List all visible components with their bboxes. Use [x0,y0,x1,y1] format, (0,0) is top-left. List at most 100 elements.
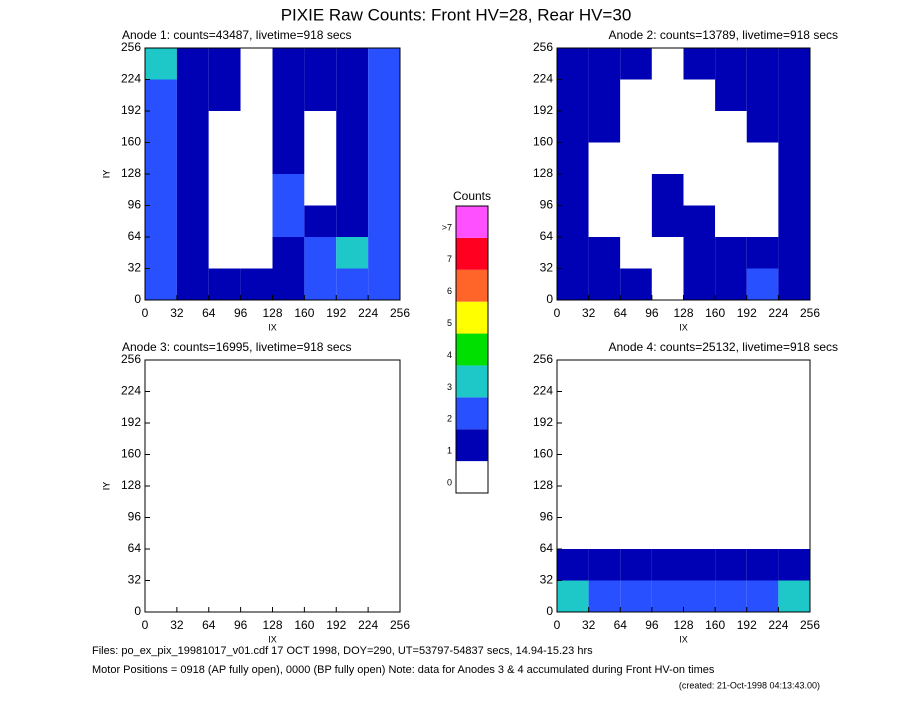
heat-cell [145,205,177,237]
heat-cell [557,486,589,518]
heat-cell [620,237,652,269]
heat-cell [588,423,621,455]
heat-cell [715,549,747,581]
heat-cell [651,237,684,269]
heat-cell [336,48,369,80]
heat-cell [208,48,241,80]
heat-cell [368,205,400,237]
heat-cell [715,360,747,392]
x-tick-label: 224 [768,306,788,320]
colorbar-label: 3 [447,382,452,392]
heat-cell [683,237,716,269]
colorbar-swatch [456,397,488,430]
heat-cell [651,580,684,612]
heat-cell [778,237,810,269]
heat-cell [620,268,652,300]
colorbar-label: 1 [447,446,452,456]
heat-cell [240,174,273,206]
heat-cell [336,486,369,518]
y-axis-label: IY [101,482,111,491]
x-tick-label: 224 [358,306,378,320]
y-tick-label: 64 [128,229,142,243]
heat-cell [651,79,684,111]
heat-cell [208,391,241,423]
heat-cell [145,454,177,486]
y-tick-label: 0 [546,604,553,618]
heat-cell [368,454,400,486]
x-tick-label: 32 [582,618,596,632]
heat-cell [588,237,621,269]
heat-cell [620,486,652,518]
heat-cell [778,391,810,423]
heat-cell [746,48,779,80]
heat-cell [368,486,400,518]
heat-cell [208,205,241,237]
x-tick-label: 160 [705,618,725,632]
heat-cell [588,454,621,486]
heat-cell [240,142,273,174]
colorbar-swatch [456,301,488,334]
heat-cell [368,174,400,206]
heat-cell [778,423,810,455]
heat-cell [588,111,621,143]
heat-cell [683,549,716,581]
heat-cell [651,111,684,143]
heat-cell [683,205,716,237]
heat-cell [336,517,369,549]
heat-cell [588,48,621,80]
heat-cell [715,517,747,549]
heat-cell [778,142,810,174]
colorbar-label: 2 [447,414,452,424]
heat-cell [778,111,810,143]
heat-cell [746,268,779,300]
colorbar-label: 7 [447,254,452,264]
heat-cell [557,111,589,143]
heat-cell [557,205,589,237]
heat-cell [557,423,589,455]
heat-cell [368,517,400,549]
heat-cell [683,517,716,549]
colorbar-swatch [456,206,488,238]
heat-cell [208,174,241,206]
heat-cell [272,454,305,486]
heat-cell [240,423,273,455]
x-tick-label: 224 [768,618,788,632]
heat-cell [746,111,779,143]
heat-cell [746,486,779,518]
heat-cell [176,237,209,269]
heat-cell [715,79,747,111]
y-tick-label: 192 [533,103,553,117]
heat-cell [683,174,716,206]
heat-cell [620,48,652,80]
x-tick-label: 160 [294,618,314,632]
heat-cell [715,580,747,612]
y-tick-label: 224 [533,384,553,398]
heat-cell [145,549,177,581]
x-tick-label: 256 [390,306,410,320]
heat-cell [272,79,305,111]
heat-cell [778,174,810,206]
heat-cell [272,268,305,300]
colorbar-swatch [456,237,488,270]
x-tick-label: 160 [705,306,725,320]
heat-cell [176,549,209,581]
footer-line: Files: po_ex_pix_19981017_v01.cdf 17 OCT… [92,645,593,657]
heat-cell [746,237,779,269]
figure-title: PIXIE Raw Counts: Front HV=28, Rear HV=3… [281,5,632,24]
x-tick-label: 96 [645,618,659,632]
heat-cell [715,48,747,80]
heat-cell [304,237,337,269]
y-axis-label: IY [101,170,111,179]
heat-cell [145,48,177,80]
heat-cell [778,79,810,111]
y-tick-label: 0 [546,292,553,306]
x-tick-label: 0 [142,618,149,632]
heat-cell [588,360,621,392]
y-tick-label: 128 [533,166,553,180]
heat-cell [620,205,652,237]
heat-cell [683,391,716,423]
heat-cell [336,454,369,486]
y-tick-label: 96 [128,198,142,212]
y-tick-label: 32 [128,573,142,587]
x-tick-label: 0 [554,618,561,632]
